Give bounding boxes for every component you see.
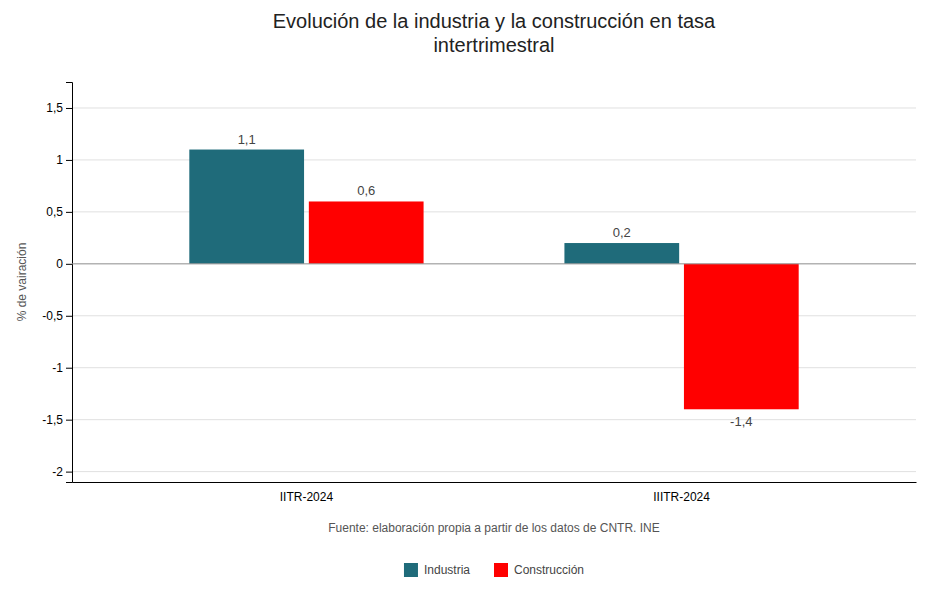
data-labels: 1,1 0,2 0,6 -1,4 — [238, 132, 753, 429]
y-tick: -1,5 — [42, 413, 72, 427]
y-tick-label: 1,5 — [46, 101, 63, 115]
x-tick-label: IITR-2024 — [280, 490, 334, 504]
data-label: -1,4 — [730, 414, 752, 429]
bar-series — [309, 201, 799, 409]
legend-label: Industria — [424, 563, 470, 577]
bar — [309, 201, 424, 263]
bar — [564, 243, 679, 264]
y-tick-mark — [66, 316, 72, 317]
grid — [72, 108, 916, 472]
y-tick-mark — [66, 420, 72, 421]
y-axis-line — [66, 83, 73, 483]
y-tick-mark — [66, 264, 72, 265]
y-tick-mark — [66, 472, 72, 473]
y-tick: 0 — [56, 257, 72, 271]
grid-line — [72, 419, 916, 420]
bar-series — [189, 150, 679, 264]
title: Evolución de la industria y la construcc… — [273, 10, 716, 56]
y-tick-mark — [66, 212, 72, 213]
x-axis: IITR-2024 IIITR-2024 — [73, 483, 917, 504]
y-tick: 0,5 — [46, 205, 72, 219]
x-tick: IIITR-2024 — [653, 490, 710, 504]
x-tick: IITR-2024 — [280, 490, 334, 504]
chart: -2 -1,5 -1 -0,5 0 0,5 1 1,5 1,1 0,2 0,6 -1,4 IITR-20… — [0, 0, 940, 594]
y-tick-label: -1,5 — [42, 413, 63, 427]
y-tick-label: 0 — [56, 257, 63, 271]
zero-line — [72, 263, 916, 264]
bar — [189, 150, 304, 264]
plot: -2 -1,5 -1 -0,5 0 0,5 1 1,5 1,1 0,2 0,6 -1,4 IITR-20… — [42, 83, 916, 504]
y-tick-label: -2 — [52, 465, 63, 479]
y-tick-mark — [66, 368, 72, 369]
bar — [684, 264, 799, 409]
y-tick: 1,5 — [46, 101, 72, 115]
y-tick: 1 — [56, 153, 72, 167]
legend: Industria Construcción — [404, 563, 584, 577]
legend-swatch — [494, 563, 508, 577]
data-label: 0,2 — [613, 225, 631, 240]
legend-item: Construcción — [494, 563, 584, 577]
y-axis: -2 -1,5 -1 -0,5 0 0,5 1 1,5 — [42, 83, 72, 483]
bars — [189, 150, 798, 410]
y-axis-title: % de vairación — [15, 243, 29, 322]
y-tick-label: 0,5 — [46, 205, 63, 219]
y-tick: -2 — [52, 465, 72, 479]
x-axis-line — [73, 482, 917, 483]
grid-line — [72, 263, 916, 264]
y-tick-label: -1 — [52, 361, 63, 375]
legend-swatch — [404, 563, 418, 577]
annotation: Fuente: elaboración propia a partir de l… — [328, 521, 660, 535]
y-tick-mark — [66, 108, 72, 109]
title-line: Evolución de la industria y la construcc… — [273, 10, 716, 32]
x-tick-label: IIITR-2024 — [653, 490, 710, 504]
data-label: 1,1 — [238, 132, 256, 147]
legend-label: Construcción — [514, 563, 584, 577]
y-tick-mark — [66, 160, 72, 161]
legend-item: Industria — [404, 563, 470, 577]
grid-line — [72, 471, 916, 472]
y-tick-label: 1 — [56, 153, 63, 167]
title-line: intertrimestral — [433, 34, 554, 56]
grid-line — [72, 107, 916, 108]
y-tick-label: -0,5 — [42, 309, 63, 323]
y-tick: -0,5 — [42, 309, 72, 323]
y-tick: -1 — [52, 361, 72, 375]
data-label: 0,6 — [357, 183, 375, 198]
